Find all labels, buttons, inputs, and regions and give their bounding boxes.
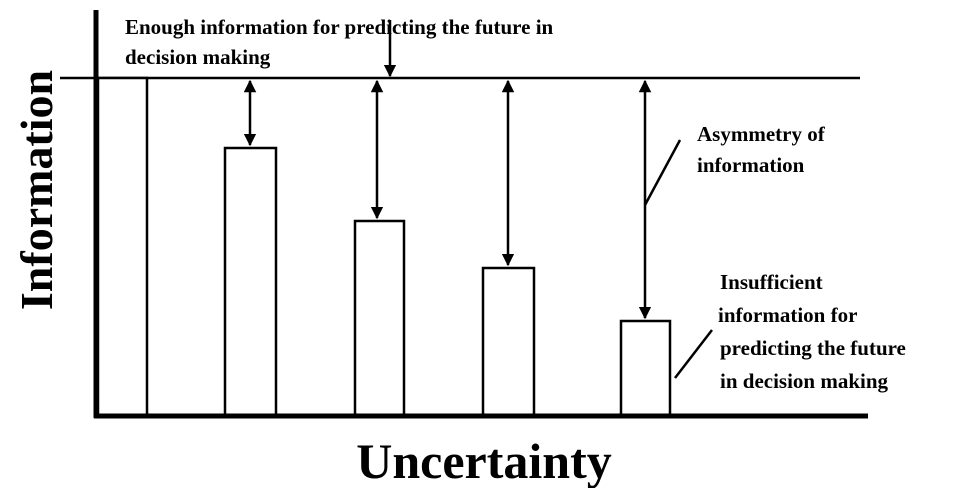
bar [619,319,672,418]
bar [481,266,536,418]
leader-line [674,329,713,379]
annotation: in decision making [720,369,889,393]
annotation: Insufficient [720,270,823,294]
annotation: predicting the future [720,336,906,360]
bar [96,76,149,418]
leader-line [643,139,682,206]
bar [223,146,278,418]
bar [353,219,406,418]
annotation: Asymmetry of [697,122,826,146]
annotation: information for [718,303,857,327]
x-axis-label: Uncertainty [356,433,612,488]
annotation: information [697,153,805,177]
y-axis-label: Information [11,70,62,310]
annotation: decision making [125,45,271,69]
annotation: Enough information for predicting the fu… [125,15,554,39]
